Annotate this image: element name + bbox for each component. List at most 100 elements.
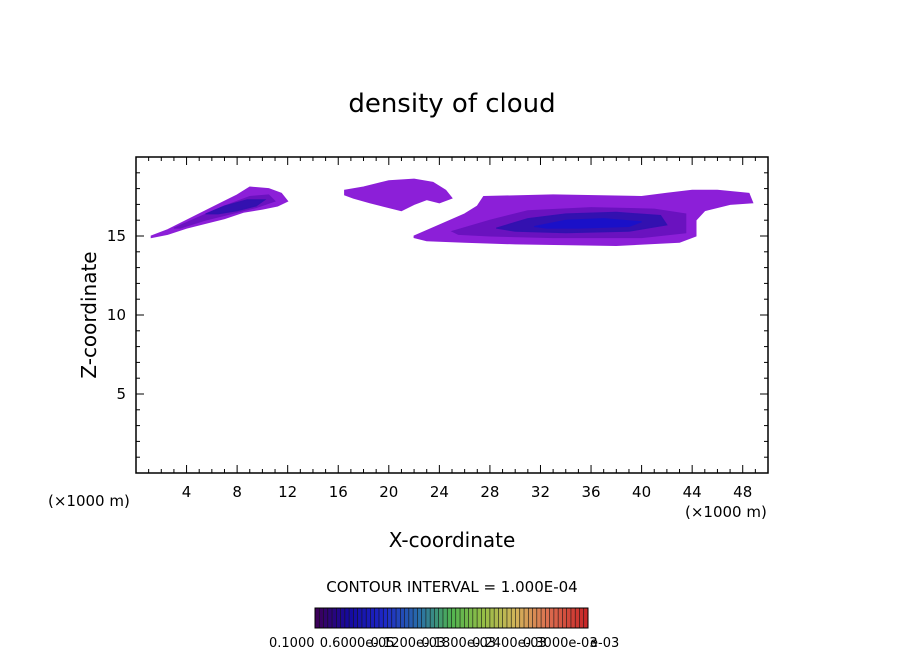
colorbar-cell [319, 608, 324, 628]
x-tick-label: 8 [232, 483, 242, 501]
colorbar-cell [413, 608, 418, 628]
colorbar-cell [374, 608, 379, 628]
colorbar-cell [460, 608, 465, 628]
colorbar-cell [494, 608, 499, 628]
x-unit-left: (×1000 m) [48, 492, 130, 510]
y-tick-label: 10 [107, 306, 126, 324]
colorbar-cell [400, 608, 405, 628]
x-tick-label: 36 [581, 483, 600, 501]
colorbar-cell [370, 608, 375, 628]
colorbar-cell [485, 608, 490, 628]
colorbar-cell [532, 608, 537, 628]
x-tick-label: 40 [632, 483, 651, 501]
colorbar-cell [336, 608, 341, 628]
colorbar-cell [575, 608, 580, 628]
colorbar-cell [558, 608, 563, 628]
colorbar-cell [378, 608, 384, 628]
colorbar-label: 0.2400e-03 [472, 636, 547, 651]
colorbar-cell [421, 608, 426, 628]
colorbar-cell [464, 608, 469, 628]
colorbar-cell [489, 608, 495, 628]
colorbar-cell [506, 608, 512, 628]
colorbar-frame [314, 607, 589, 629]
colorbar-cell [404, 608, 409, 628]
right-cloud-core-contour [534, 218, 642, 229]
colorbar-cell [366, 608, 371, 628]
colorbar-cell [502, 608, 507, 628]
colorbar-cell [472, 608, 478, 628]
colorbar-cell [396, 608, 401, 628]
colorbar-cell [349, 608, 354, 628]
colorbar-cell [477, 608, 482, 628]
x-tick-label: 20 [379, 483, 398, 501]
colorbar-cell [498, 608, 503, 628]
colorbar-cell [536, 608, 542, 628]
colorbar-cell [528, 608, 533, 628]
y-tick-label: 5 [116, 385, 126, 403]
colorbar-cell [430, 608, 435, 628]
colorbar-cell [383, 608, 388, 628]
colorbar-label: 0.6000e-05 [320, 636, 395, 651]
colorbar-cell [583, 608, 588, 628]
colorbar-labels: 0.1000 0.6000e-050.1200e-030.1800e-030.24… [269, 636, 619, 651]
colorbar-cell [340, 608, 345, 628]
x-tick-label: 48 [733, 483, 752, 501]
colorbar-cell [332, 608, 337, 628]
colorbar-cell [570, 608, 576, 628]
colorbar-cell [515, 608, 520, 628]
left-cloud-inner-contour [205, 199, 267, 215]
x-unit-right: (×1000 m) [685, 503, 767, 521]
x-tick-label: 44 [683, 483, 702, 501]
colorbar-cell [524, 608, 529, 628]
colorbar-cell [519, 608, 525, 628]
y-tick-label: 15 [107, 227, 126, 245]
colorbar-cell [562, 608, 567, 628]
colorbar-cell [579, 608, 584, 628]
colorbar-cell [566, 608, 571, 628]
colorbar-cell [417, 608, 422, 628]
x-tick-label: 12 [278, 483, 297, 501]
contour-interval-label: CONTOUR INTERVAL = 1.000E-04 [326, 578, 577, 596]
cloud-contours [150, 178, 754, 247]
colorbar-cell [545, 608, 550, 628]
middle-cloud-outer-contour [344, 178, 453, 212]
x-tick-label: 28 [480, 483, 499, 501]
x-tick-label: 4 [182, 483, 192, 501]
colorbar-cell [361, 608, 367, 628]
colorbar-cell [434, 608, 439, 628]
colorbar-cell [541, 608, 546, 628]
colorbar-label-tail: e-03 [590, 636, 619, 651]
colorbar-cell [549, 608, 554, 628]
colorbar-label: 0.3000e-03 [523, 636, 598, 651]
x-axis-ticks: 4 8 12 16 20 24 28 32 36 40 44 48 [148, 157, 756, 501]
colorbar-cell [442, 608, 448, 628]
colorbar-cell [511, 608, 516, 628]
colorbar-cell [344, 608, 350, 628]
colorbar-cell [451, 608, 456, 628]
x-tick-label: 32 [531, 483, 550, 501]
x-axis-label: X-coordinate [389, 528, 516, 552]
colorbar [314, 607, 589, 629]
colorbar-cell [315, 608, 320, 628]
colorbar-label: 0.1000 [269, 636, 315, 651]
colorbar-cell [438, 608, 443, 628]
colorbar-cell [425, 608, 431, 628]
colorbar-cell [553, 608, 559, 628]
x-tick-label: 16 [329, 483, 348, 501]
colorbar-label: 0.1200e-03 [371, 636, 446, 651]
colorbar-cell [357, 608, 362, 628]
x-tick-label: 24 [430, 483, 449, 501]
colorbar-cell [323, 608, 328, 628]
colorbar-cell [481, 608, 486, 628]
colorbar-cell [391, 608, 397, 628]
colorbar-cell [327, 608, 333, 628]
colorbar-cell [353, 608, 358, 628]
y-axis-ticks: 5 10 15 [107, 172, 768, 458]
chart-title: density of cloud [348, 89, 555, 119]
colorbar-cell [455, 608, 461, 628]
colorbar-cell [468, 608, 473, 628]
y-axis-label: Z-coordinate [77, 251, 101, 378]
colorbar-cell [447, 608, 452, 628]
